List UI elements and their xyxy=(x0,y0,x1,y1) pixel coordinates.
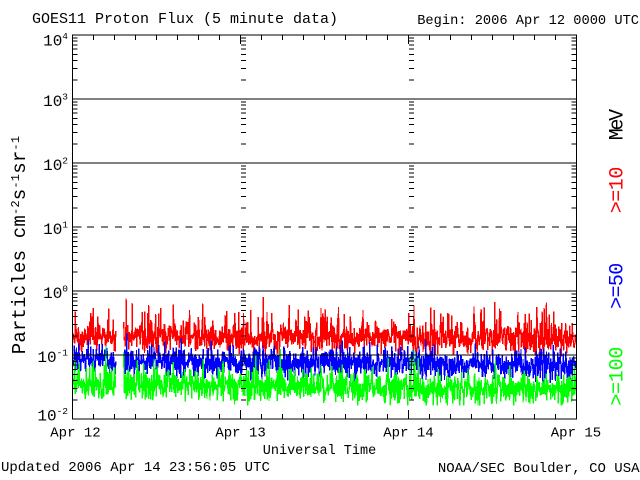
svg-text:>=100: >=100 xyxy=(607,347,630,406)
svg-text:Apr 15: Apr 15 xyxy=(551,426,601,442)
svg-text:Universal Time: Universal Time xyxy=(263,444,376,459)
svg-text:Updated 2006 Apr 14 23:56:05 U: Updated 2006 Apr 14 23:56:05 UTC xyxy=(1,460,270,476)
svg-text:>=10: >=10 xyxy=(607,167,630,213)
svg-text:Apr 13: Apr 13 xyxy=(215,426,265,442)
svg-text:NOAA/SEC Boulder, CO USA: NOAA/SEC Boulder, CO USA xyxy=(438,461,640,477)
svg-text:100: 100 xyxy=(43,283,68,303)
svg-text:102: 102 xyxy=(43,155,68,175)
svg-text:MeV: MeV xyxy=(607,109,630,140)
svg-text:Apr 12: Apr 12 xyxy=(50,426,100,442)
svg-text:Particles cm-2s-1sr-1: Particles cm-2s-1sr-1 xyxy=(9,136,31,355)
svg-text:>=50: >=50 xyxy=(607,263,630,309)
svg-text:Apr 14: Apr 14 xyxy=(383,426,433,442)
svg-text:103: 103 xyxy=(43,91,68,111)
svg-text:101: 101 xyxy=(43,219,68,239)
svg-text:Begin: 2006 Apr 12 0000 UTC: Begin: 2006 Apr 12 0000 UTC xyxy=(417,14,639,29)
svg-text:104: 104 xyxy=(43,31,68,51)
svg-text:GOES11 Proton Flux (5 minute d: GOES11 Proton Flux (5 minute data) xyxy=(32,11,338,28)
